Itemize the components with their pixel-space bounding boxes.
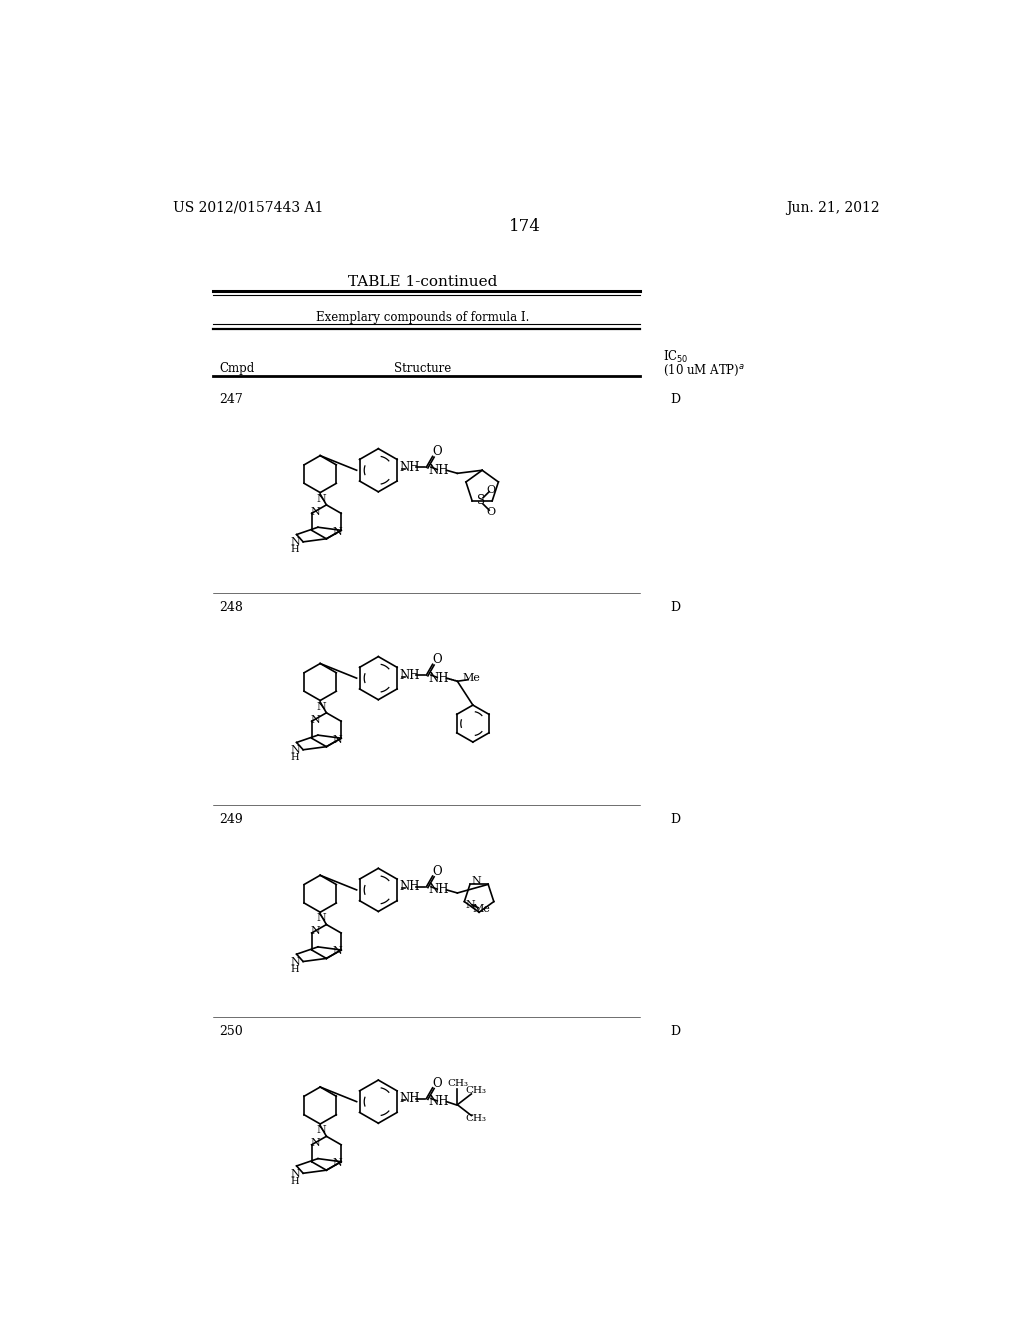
Text: Me: Me — [472, 904, 490, 915]
Text: H: H — [291, 965, 299, 974]
Text: NH: NH — [399, 1092, 420, 1105]
Text: N: N — [316, 702, 327, 711]
Text: Cmpd: Cmpd — [219, 363, 255, 375]
Text: 249: 249 — [219, 813, 244, 826]
Text: TABLE 1-continued: TABLE 1-continued — [348, 276, 498, 289]
Text: CH₃: CH₃ — [446, 1078, 468, 1088]
Text: O: O — [486, 486, 496, 495]
Text: Me: Me — [463, 673, 480, 684]
Text: N: N — [333, 946, 342, 957]
Text: N: N — [290, 957, 300, 966]
Text: D: D — [671, 601, 681, 614]
Text: 248: 248 — [219, 601, 244, 614]
Text: IC$_{50}$: IC$_{50}$ — [663, 350, 688, 366]
Text: D: D — [671, 813, 681, 826]
Text: NH: NH — [428, 672, 450, 685]
Text: CH₃: CH₃ — [466, 1114, 486, 1123]
Text: N: N — [310, 927, 321, 936]
Text: N: N — [310, 714, 321, 725]
Text: Exemplary compounds of formula I.: Exemplary compounds of formula I. — [315, 312, 529, 323]
Text: D: D — [671, 393, 681, 407]
Text: (10 uM ATP)$^a$: (10 uM ATP)$^a$ — [663, 363, 744, 378]
Text: 247: 247 — [219, 393, 244, 407]
Text: O: O — [432, 445, 442, 458]
Text: NH: NH — [399, 880, 420, 894]
Text: O: O — [486, 507, 496, 516]
Text: D: D — [671, 1024, 681, 1038]
Text: N: N — [310, 507, 321, 517]
Text: H: H — [291, 754, 299, 763]
Text: N: N — [290, 746, 300, 755]
Text: N: N — [290, 1168, 300, 1179]
Text: H: H — [291, 545, 299, 554]
Text: NH: NH — [428, 463, 450, 477]
Text: O: O — [432, 1077, 442, 1090]
Text: O: O — [432, 865, 442, 878]
Text: US 2012/0157443 A1: US 2012/0157443 A1 — [173, 201, 324, 215]
Text: N: N — [316, 913, 327, 924]
Text: Jun. 21, 2012: Jun. 21, 2012 — [786, 201, 880, 215]
Text: Structure: Structure — [394, 363, 452, 375]
Text: O: O — [432, 653, 442, 667]
Text: N: N — [316, 494, 327, 504]
Text: N: N — [310, 1138, 321, 1148]
Text: NH: NH — [399, 668, 420, 681]
Text: N: N — [333, 1158, 342, 1168]
Text: S: S — [477, 495, 485, 507]
Text: N: N — [333, 735, 342, 744]
Text: N: N — [333, 527, 342, 537]
Text: NH: NH — [399, 461, 420, 474]
Text: N: N — [466, 900, 475, 911]
Text: CH₃: CH₃ — [466, 1086, 486, 1096]
Text: 250: 250 — [219, 1024, 244, 1038]
Text: H: H — [291, 1177, 299, 1185]
Text: N: N — [290, 537, 300, 548]
Text: 174: 174 — [509, 218, 541, 235]
Text: N: N — [471, 875, 481, 886]
Text: NH: NH — [428, 883, 450, 896]
Text: N: N — [316, 1125, 327, 1135]
Text: NH: NH — [428, 1096, 450, 1109]
